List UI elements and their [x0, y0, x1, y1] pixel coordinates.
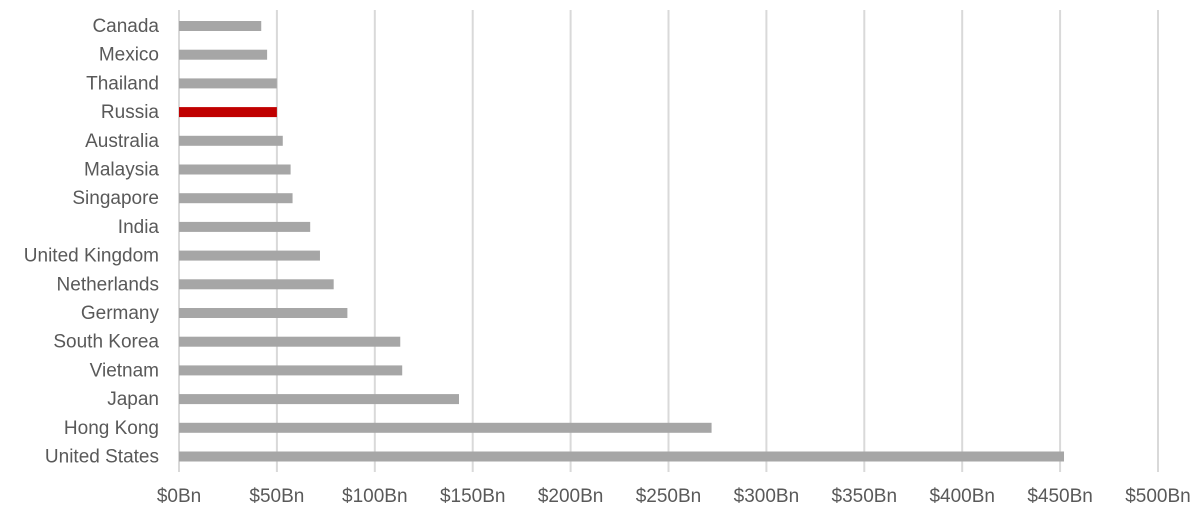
category-label-united-states: United States	[45, 447, 159, 468]
category-label-netherlands: Netherlands	[57, 274, 159, 295]
bar-singapore	[179, 193, 293, 204]
x-tick-label: $50Bn	[249, 486, 304, 507]
bar-russia	[179, 107, 277, 118]
bar-india	[179, 221, 311, 232]
category-label-malaysia: Malaysia	[84, 160, 159, 181]
x-tick-label: $250Bn	[636, 486, 702, 507]
bar-south-korea	[179, 336, 401, 347]
category-label-vietnam: Vietnam	[90, 360, 159, 381]
bar-thailand	[179, 78, 277, 89]
category-label-thailand: Thailand	[86, 73, 159, 94]
category-label-singapore: Singapore	[72, 188, 159, 209]
category-label-canada: Canada	[92, 16, 159, 37]
x-tick-label: $0Bn	[157, 486, 201, 507]
bar-canada	[179, 21, 262, 31]
x-axis-tick-labels: $0Bn $50Bn $100Bn $150Bn $200Bn $250Bn $300Bn $…	[157, 486, 1191, 507]
bars	[179, 21, 1065, 462]
x-tick-label: $200Bn	[538, 486, 604, 507]
x-tick-label: $300Bn	[734, 486, 800, 507]
bar-malaysia	[179, 164, 291, 175]
bar-germany	[179, 308, 348, 318]
x-tick-label: $150Bn	[440, 486, 506, 507]
category-label-india: India	[118, 217, 160, 238]
x-tick-label: $400Bn	[929, 486, 995, 507]
bar-vietnam	[179, 365, 403, 376]
x-tick-label: $350Bn	[832, 486, 898, 507]
category-label-south-korea: South Korea	[53, 332, 159, 353]
category-label-australia: Australia	[85, 131, 159, 152]
bar-united-kingdom	[179, 250, 320, 261]
x-tick-label: $500Bn	[1125, 486, 1191, 507]
bar-mexico	[179, 49, 268, 60]
bar-hong-kong	[179, 422, 712, 433]
category-label-hong-kong: Hong Kong	[64, 418, 159, 439]
category-label-russia: Russia	[101, 102, 160, 123]
category-label-germany: Germany	[81, 303, 160, 324]
bar-japan	[179, 394, 459, 405]
category-labels: Canada Mexico Thailand Russia Australia Malay…	[24, 16, 160, 468]
x-tick-label: $100Bn	[342, 486, 408, 507]
bar-australia	[179, 135, 283, 146]
x-tick-label: $450Bn	[1027, 486, 1093, 507]
bar-netherlands	[179, 279, 334, 290]
category-label-united-kingdom: United Kingdom	[24, 246, 159, 267]
category-label-japan: Japan	[107, 389, 159, 410]
category-label-mexico: Mexico	[99, 45, 159, 66]
bar-united-states	[179, 451, 1065, 462]
